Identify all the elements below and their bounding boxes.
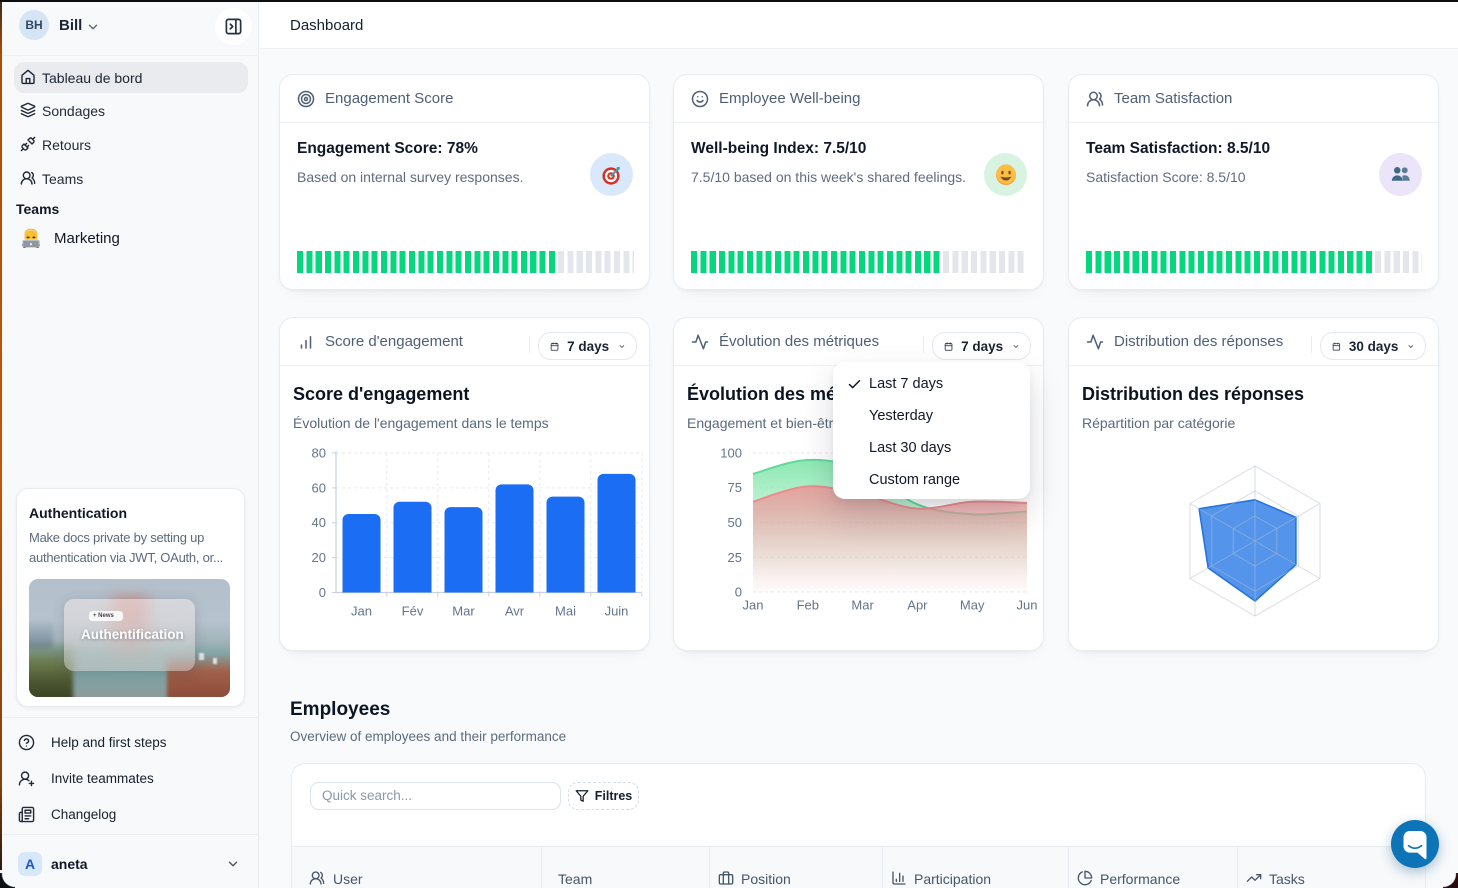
svg-text:Mar: Mar: [452, 604, 475, 619]
svg-text:Juin: Juin: [605, 604, 629, 619]
svg-text:Avr: Avr: [505, 604, 525, 619]
svg-text:Jan: Jan: [743, 598, 764, 613]
svg-text:Jun: Jun: [1017, 598, 1038, 613]
svg-text:Apr: Apr: [907, 598, 928, 613]
svg-text:25: 25: [728, 550, 742, 565]
svg-text:Feb: Feb: [797, 598, 819, 613]
svg-text:50: 50: [728, 515, 742, 530]
svg-text:20: 20: [312, 550, 326, 565]
svg-text:Mai: Mai: [555, 604, 576, 619]
svg-text:Jan: Jan: [351, 604, 372, 619]
svg-text:60: 60: [312, 480, 326, 495]
svg-text:80: 80: [312, 446, 326, 461]
svg-text:0: 0: [319, 585, 326, 600]
svg-text:Mar: Mar: [851, 598, 874, 613]
svg-text:Fév: Fév: [402, 604, 424, 619]
svg-text:100: 100: [720, 446, 742, 461]
svg-text:75: 75: [728, 480, 742, 495]
svg-text:0: 0: [735, 585, 742, 600]
svg-text:40: 40: [312, 515, 326, 530]
svg-text:May: May: [960, 598, 985, 613]
